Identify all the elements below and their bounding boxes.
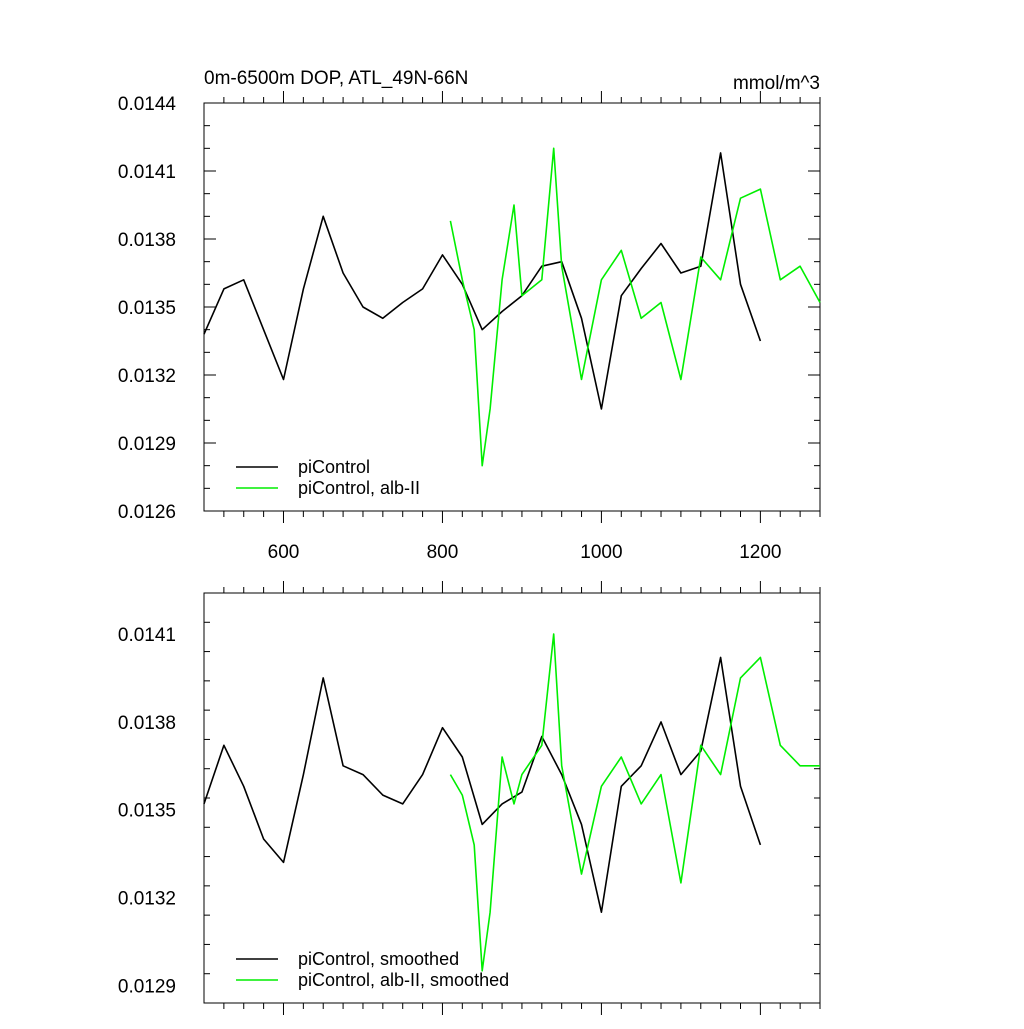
x-tick-label: 600 bbox=[268, 542, 300, 563]
y-tick-label: 0.0135 bbox=[118, 801, 176, 822]
y-tick-label: 0.0141 bbox=[118, 625, 176, 646]
legend-label: piControl, smoothed bbox=[298, 949, 459, 969]
y-tick-label: 0.0135 bbox=[118, 298, 176, 319]
legend-label: piControl bbox=[298, 457, 370, 477]
top-panel: 600 800 1000 1200 0.0126 0.0129 0.0132 0.0135 0.… bbox=[118, 68, 821, 563]
series-line-picontrol bbox=[203, 152, 762, 410]
chart-title: 0m-6500m DOP, ATL_49N-66N bbox=[204, 68, 468, 89]
bottom-panel: 0.0129 0.0132 0.0135 0.0138 0.0141 piControl,… bbox=[118, 581, 821, 1015]
y-tick-label: 0.0132 bbox=[118, 889, 176, 910]
x-tick-label: 800 bbox=[427, 542, 459, 563]
y-tick-label: 0.0129 bbox=[118, 434, 176, 455]
plot-frame bbox=[203, 102, 821, 512]
y-tick-label: 0.0144 bbox=[118, 94, 177, 115]
x-tick-label: 1000 bbox=[580, 542, 622, 563]
legend-label: piControl, alb-II bbox=[298, 478, 420, 498]
series-line-alb-ii bbox=[449, 147, 821, 467]
legend-label: piControl, alb-II, smoothed bbox=[298, 970, 509, 990]
series-line-picontrol bbox=[203, 656, 762, 914]
y-tick-label: 0.0132 bbox=[118, 366, 176, 387]
y-tick-label: 0.0126 bbox=[118, 502, 176, 523]
y-tick-label: 0.0138 bbox=[118, 230, 176, 251]
y-tick-label: 0.0129 bbox=[118, 976, 176, 997]
x-tick-label: 1200 bbox=[739, 542, 781, 563]
units-label: mmol/m^3 bbox=[733, 73, 820, 94]
y-tick-label: 0.0138 bbox=[118, 713, 176, 734]
series-line-alb-ii bbox=[449, 633, 820, 972]
y-tick-label: 0.0141 bbox=[118, 162, 176, 183]
